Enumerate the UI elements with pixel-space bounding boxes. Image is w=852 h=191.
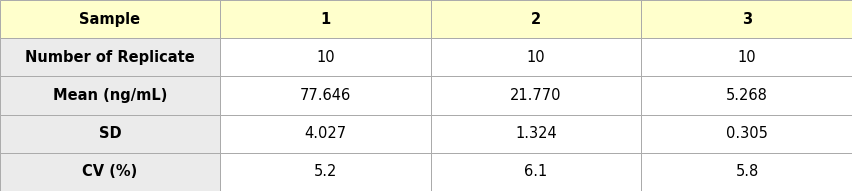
Bar bbox=[0, 153, 220, 191]
Bar bbox=[430, 0, 641, 38]
Bar bbox=[430, 153, 641, 191]
Bar bbox=[0, 76, 220, 115]
Text: 10: 10 bbox=[527, 50, 544, 65]
Text: SD: SD bbox=[99, 126, 121, 141]
Text: 21.770: 21.770 bbox=[509, 88, 561, 103]
Bar bbox=[641, 38, 852, 76]
Bar bbox=[430, 76, 641, 115]
Text: Number of Replicate: Number of Replicate bbox=[25, 50, 195, 65]
Bar bbox=[641, 115, 852, 153]
Bar bbox=[641, 76, 852, 115]
Text: 10: 10 bbox=[316, 50, 334, 65]
Text: 77.646: 77.646 bbox=[299, 88, 351, 103]
Text: 5.8: 5.8 bbox=[734, 164, 758, 179]
Bar bbox=[220, 38, 430, 76]
Text: Mean (ng/mL): Mean (ng/mL) bbox=[53, 88, 167, 103]
Text: 10: 10 bbox=[737, 50, 756, 65]
Bar bbox=[641, 0, 852, 38]
Text: 0.305: 0.305 bbox=[725, 126, 768, 141]
Bar bbox=[430, 115, 641, 153]
Text: 5.268: 5.268 bbox=[725, 88, 768, 103]
Text: 5.2: 5.2 bbox=[314, 164, 337, 179]
Bar bbox=[0, 115, 220, 153]
Bar bbox=[0, 0, 220, 38]
Bar bbox=[220, 115, 430, 153]
Text: 1: 1 bbox=[320, 12, 331, 27]
Bar bbox=[641, 153, 852, 191]
Text: Sample: Sample bbox=[79, 12, 141, 27]
Text: 2: 2 bbox=[531, 12, 540, 27]
Text: 3: 3 bbox=[741, 12, 751, 27]
Bar bbox=[0, 38, 220, 76]
Bar bbox=[220, 0, 430, 38]
Text: 4.027: 4.027 bbox=[304, 126, 346, 141]
Text: 6.1: 6.1 bbox=[524, 164, 547, 179]
Bar bbox=[220, 76, 430, 115]
Text: 1.324: 1.324 bbox=[515, 126, 556, 141]
Text: CV (%): CV (%) bbox=[83, 164, 137, 179]
Bar bbox=[220, 153, 430, 191]
Bar bbox=[430, 38, 641, 76]
